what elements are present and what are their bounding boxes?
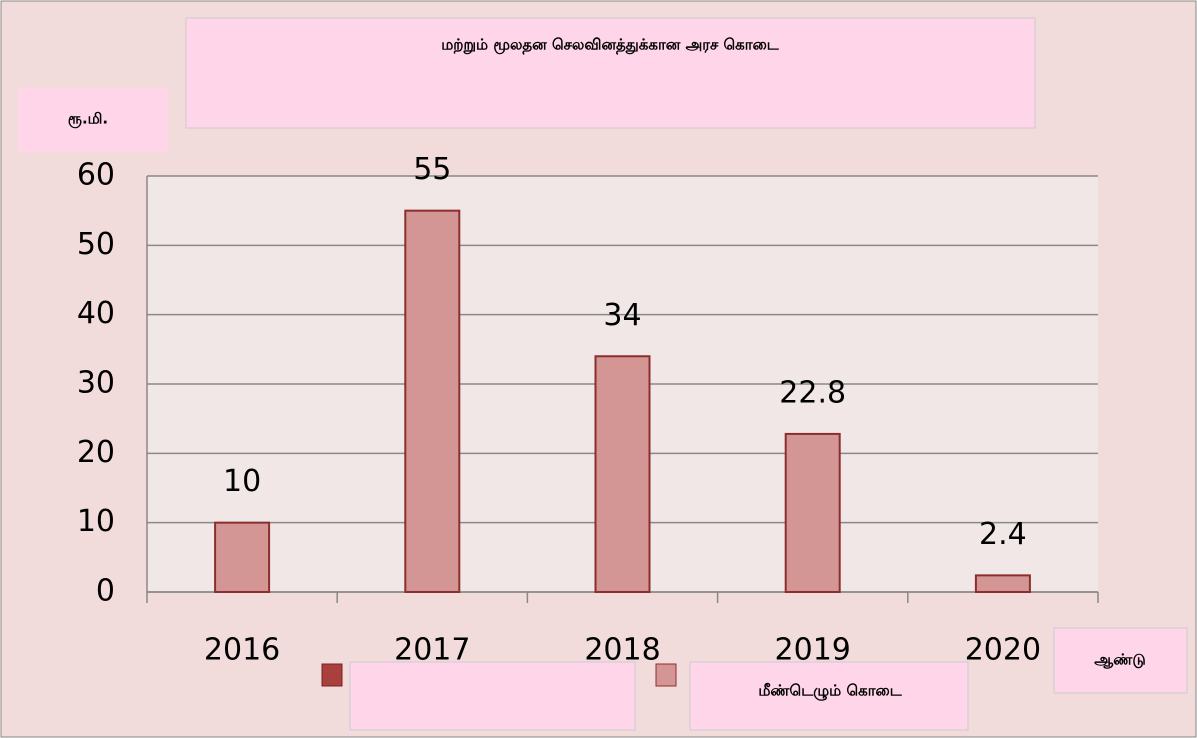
y-tick-label: 30 bbox=[77, 366, 115, 401]
legend-swatch bbox=[321, 663, 343, 687]
x-tick-label: 2020 bbox=[965, 633, 1041, 668]
y-axis-label: ரூ.மி. bbox=[68, 110, 108, 129]
data-label: 34 bbox=[603, 298, 641, 333]
y-tick-label: 40 bbox=[77, 296, 115, 331]
bar bbox=[214, 521, 271, 594]
y-tick-label: 0 bbox=[96, 574, 115, 609]
x-tick-label: 2016 bbox=[204, 633, 280, 668]
data-label: 22.8 bbox=[779, 375, 846, 410]
legend-swatch bbox=[655, 663, 677, 687]
y-tick-label: 20 bbox=[77, 435, 115, 470]
y-label-box bbox=[18, 88, 168, 152]
x-tick-label: 2017 bbox=[394, 633, 470, 668]
bar bbox=[974, 574, 1031, 593]
x-axis-label: ஆண்டு bbox=[1094, 651, 1145, 669]
bar bbox=[594, 355, 651, 593]
x-tick-label: 2018 bbox=[584, 633, 660, 668]
bar bbox=[784, 432, 841, 594]
data-label: 2.4 bbox=[979, 517, 1027, 552]
title-box bbox=[185, 17, 1036, 129]
x-label-box bbox=[1053, 627, 1188, 694]
y-tick-label: 60 bbox=[77, 158, 115, 193]
legend-box bbox=[349, 661, 636, 731]
legend-box bbox=[689, 661, 969, 731]
legend-label: மீண்டெழும் கொடை bbox=[758, 682, 902, 701]
chart-title: மற்றும் மூலதன செலவினத்துக்கான அரச கொடை bbox=[441, 36, 780, 55]
bar bbox=[404, 209, 461, 594]
y-tick-label: 10 bbox=[77, 504, 115, 539]
x-tick-label: 2019 bbox=[775, 633, 851, 668]
data-label: 55 bbox=[413, 152, 451, 187]
data-label: 10 bbox=[223, 464, 261, 499]
y-tick-label: 50 bbox=[77, 227, 115, 262]
